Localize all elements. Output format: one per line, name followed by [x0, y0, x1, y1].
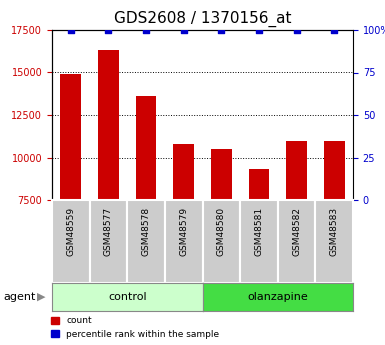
Text: GSM48578: GSM48578 — [142, 207, 151, 256]
Text: GSM48579: GSM48579 — [179, 207, 188, 256]
Legend: count, percentile rank within the sample: count, percentile rank within the sample — [51, 316, 219, 339]
Bar — [211, 149, 232, 200]
Text: ▶: ▶ — [37, 292, 45, 302]
Point — [143, 27, 149, 33]
Text: GSM48583: GSM48583 — [330, 207, 339, 256]
Point — [68, 27, 74, 33]
Text: agent: agent — [4, 292, 36, 302]
Point — [181, 27, 187, 33]
Bar — [173, 144, 194, 200]
Point — [105, 27, 112, 33]
Point — [331, 27, 337, 33]
Text: GSM48577: GSM48577 — [104, 207, 113, 256]
Bar — [286, 140, 307, 200]
Text: olanzapine: olanzapine — [248, 292, 308, 302]
Text: GSM48580: GSM48580 — [217, 207, 226, 256]
Bar — [60, 74, 81, 200]
Bar — [136, 96, 156, 200]
Text: GSM48559: GSM48559 — [66, 207, 75, 256]
Point — [218, 27, 224, 33]
Bar — [249, 169, 269, 200]
Point — [293, 27, 300, 33]
Bar — [98, 50, 119, 200]
Text: GSM48582: GSM48582 — [292, 207, 301, 256]
Title: GDS2608 / 1370156_at: GDS2608 / 1370156_at — [114, 11, 291, 27]
Point — [256, 27, 262, 33]
Text: control: control — [108, 292, 147, 302]
Bar — [324, 140, 345, 200]
Text: GSM48581: GSM48581 — [254, 207, 263, 256]
